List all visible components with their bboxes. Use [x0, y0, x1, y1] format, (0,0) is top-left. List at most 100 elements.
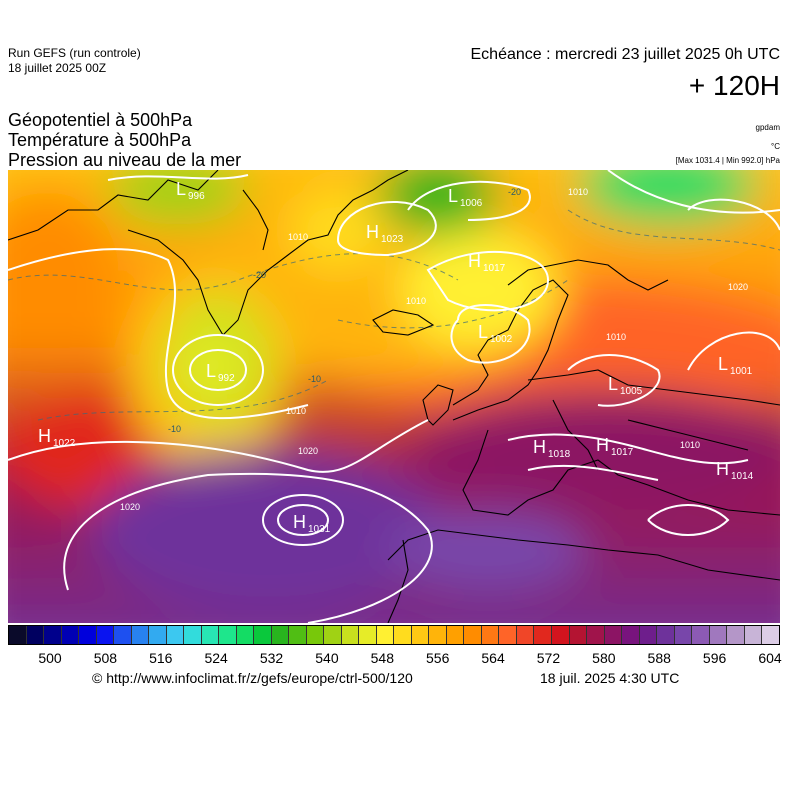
- color-swatch: [166, 626, 185, 644]
- color-swatch: [96, 626, 115, 644]
- isobar-label: 1010: [288, 232, 308, 242]
- color-swatch: [709, 626, 728, 644]
- color-scale-tick: 516: [149, 650, 173, 666]
- pressure-centers: H 1022 H 1031 H 1023 H 1017 H 1018 H 101…: [38, 179, 754, 535]
- color-swatch: [394, 626, 412, 644]
- coastlines: [8, 170, 780, 623]
- color-swatch: [271, 626, 290, 644]
- forecast-valid-time: Echéance : mercredi 23 juillet 2025 0h U…: [470, 46, 781, 63]
- low-center: L: [718, 354, 728, 374]
- color-scale-tick: 588: [647, 650, 671, 666]
- low-center-value: 1002: [490, 334, 513, 345]
- color-swatch: [692, 626, 710, 644]
- isotherm-label: -20: [253, 270, 266, 280]
- color-swatch: [26, 626, 45, 644]
- color-swatch: [236, 626, 255, 644]
- high-center: H: [596, 435, 609, 455]
- color-swatch: [551, 626, 570, 644]
- color-swatch: [411, 626, 430, 644]
- low-center-value: 1005: [620, 386, 643, 397]
- high-center: H: [716, 459, 729, 479]
- color-scale-tick: 604: [758, 650, 782, 666]
- color-swatch: [534, 626, 552, 644]
- isobar-label: 1010: [286, 406, 306, 416]
- color-swatch: [569, 626, 588, 644]
- isobar-label: 1010: [568, 187, 588, 197]
- unit-temperature: °C: [771, 142, 780, 151]
- color-swatch: [289, 626, 307, 644]
- color-scale-tick: 532: [259, 650, 284, 666]
- color-swatch: [79, 626, 97, 644]
- color-swatch: [254, 626, 272, 644]
- isobar-label: 1020: [120, 502, 140, 512]
- isotherm-label: -20: [508, 187, 521, 197]
- color-swatch: [464, 626, 482, 644]
- color-swatch: [499, 626, 517, 644]
- source-url: © http://www.infoclimat.fr/z/gefs/europe…: [92, 670, 413, 686]
- color-swatch: [131, 626, 150, 644]
- color-scale-tick: 524: [204, 650, 228, 666]
- low-center: L: [448, 186, 458, 206]
- isobar-label: 1010: [680, 440, 700, 450]
- color-swatch: [359, 626, 377, 644]
- isobars: [8, 170, 780, 623]
- generation-timestamp: 18 juil. 2025 4:30 UTC: [540, 670, 680, 686]
- color-scale-tick: 564: [481, 650, 505, 666]
- color-swatch: [341, 626, 360, 644]
- high-center-value: 1023: [381, 234, 404, 245]
- color-swatch: [324, 626, 342, 644]
- color-swatch: [149, 626, 167, 644]
- color-swatch: [201, 626, 220, 644]
- color-scale-tick: 572: [536, 650, 561, 666]
- color-swatch: [587, 626, 605, 644]
- color-scale-tick: 596: [702, 650, 727, 666]
- color-swatch: [219, 626, 237, 644]
- high-center: H: [468, 251, 481, 271]
- high-center-value: 1014: [731, 471, 754, 482]
- forecast-horizon: + 120H: [688, 70, 780, 101]
- color-scale: [8, 625, 780, 645]
- isotherms: [8, 209, 780, 421]
- isobar-label: 1020: [298, 446, 318, 456]
- color-scale-tick: 508: [93, 650, 118, 666]
- isotherm-labels: -20 -10 -20 -10: [168, 187, 521, 434]
- color-swatch: [44, 626, 62, 644]
- low-center-value: 1001: [730, 366, 753, 377]
- unit-pressure-range: [Max 1031.4 | Min 992.0] hPa: [675, 156, 780, 165]
- high-center-value: 1031: [308, 524, 331, 535]
- isobar-label: 1010: [406, 296, 426, 306]
- isobar-label: 1020: [728, 282, 748, 292]
- unit-geopotential: gpdam: [755, 123, 780, 132]
- color-swatch: [376, 626, 395, 644]
- color-swatch: [657, 626, 675, 644]
- high-center-value: 1018: [548, 449, 571, 460]
- high-center: H: [38, 426, 51, 446]
- color-scale-tick: 580: [592, 650, 616, 666]
- low-center: L: [608, 374, 618, 394]
- color-swatch: [9, 626, 27, 644]
- high-center: H: [293, 512, 306, 532]
- color-swatch: [622, 626, 640, 644]
- low-center-value: 996: [188, 191, 205, 202]
- weather-map: H 1022 H 1031 H 1023 H 1017 H 1018 H 101…: [8, 170, 780, 623]
- color-swatch: [762, 626, 779, 644]
- high-center-value: 1017: [483, 263, 506, 274]
- parameter-temperature: Température à 500hPa: [8, 130, 192, 150]
- isotherm-label: -10: [308, 374, 321, 384]
- temperature-field: [8, 170, 780, 623]
- color-swatch: [516, 626, 535, 644]
- isotherm-label: -10: [168, 424, 181, 434]
- color-swatch: [674, 626, 693, 644]
- high-center-value: 1017: [611, 447, 634, 458]
- color-swatch: [114, 626, 132, 644]
- low-center: L: [176, 179, 186, 199]
- color-swatch: [306, 626, 325, 644]
- isobar-labels: 1010 1020 1010 1020 1010 1010 1010 1020 …: [120, 187, 748, 512]
- color-scale-ticks: 500 508 516 524 532 540 548 556 564 572 580 588 596 6…: [8, 650, 782, 668]
- isobar-label: 1010: [606, 332, 626, 342]
- color-swatch: [184, 626, 202, 644]
- color-swatch: [446, 626, 465, 644]
- color-swatch: [744, 626, 763, 644]
- low-center-value: 992: [218, 373, 235, 384]
- parameter-pressure: Pression au niveau de la mer: [8, 150, 242, 170]
